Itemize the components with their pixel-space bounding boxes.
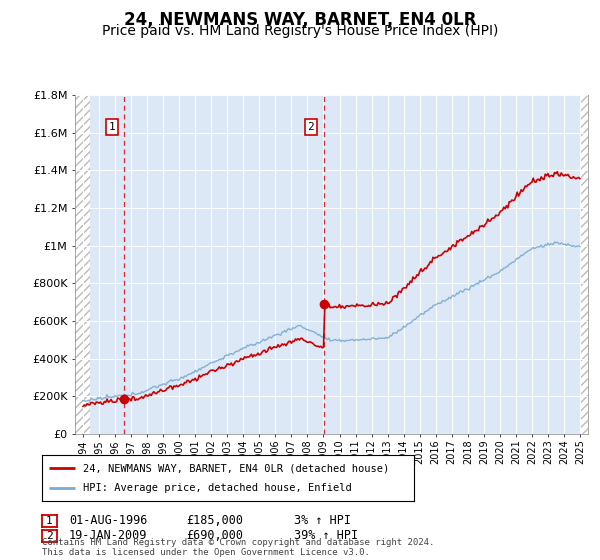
Text: 01-AUG-1996: 01-AUG-1996 bbox=[69, 514, 148, 527]
Text: Contains HM Land Registry data © Crown copyright and database right 2024.
This d: Contains HM Land Registry data © Crown c… bbox=[42, 538, 434, 557]
Text: £690,000: £690,000 bbox=[186, 529, 243, 542]
Bar bbox=[75, 95, 90, 434]
Text: Price paid vs. HM Land Registry's House Price Index (HPI): Price paid vs. HM Land Registry's House … bbox=[102, 24, 498, 38]
Text: HPI: Average price, detached house, Enfield: HPI: Average price, detached house, Enfi… bbox=[83, 483, 352, 493]
Text: 2: 2 bbox=[46, 531, 53, 541]
Text: £185,000: £185,000 bbox=[186, 514, 243, 527]
Text: 24, NEWMANS WAY, BARNET, EN4 0LR: 24, NEWMANS WAY, BARNET, EN4 0LR bbox=[124, 11, 476, 29]
Text: 1: 1 bbox=[46, 516, 53, 526]
Text: 24, NEWMANS WAY, BARNET, EN4 0LR (detached house): 24, NEWMANS WAY, BARNET, EN4 0LR (detach… bbox=[83, 463, 389, 473]
Text: 1: 1 bbox=[109, 122, 115, 132]
Text: 19-JAN-2009: 19-JAN-2009 bbox=[69, 529, 148, 542]
Text: 39% ↑ HPI: 39% ↑ HPI bbox=[294, 529, 358, 542]
Text: 3% ↑ HPI: 3% ↑ HPI bbox=[294, 514, 351, 527]
Bar bbox=[580, 95, 588, 434]
Text: 2: 2 bbox=[307, 122, 314, 132]
